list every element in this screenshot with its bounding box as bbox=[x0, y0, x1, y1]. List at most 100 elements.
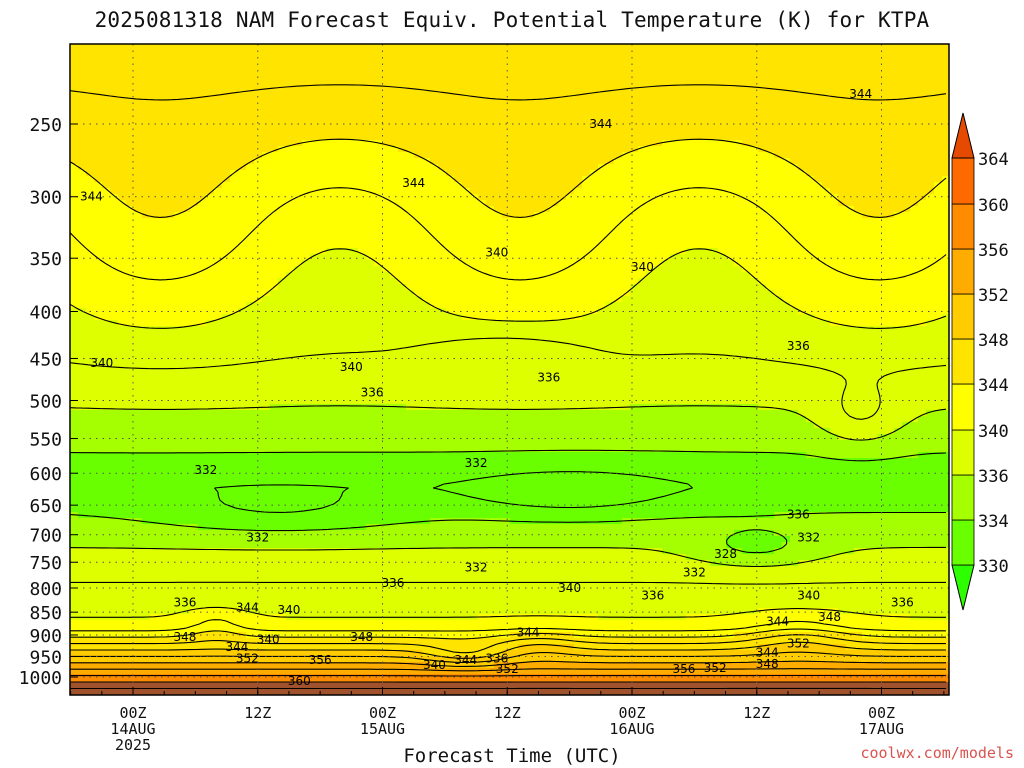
x-tick-label: 00Z bbox=[868, 704, 895, 722]
colorbar-label: 334 bbox=[978, 512, 1009, 532]
contour-label: 340 bbox=[423, 658, 446, 672]
contour-label: 336 bbox=[174, 596, 197, 610]
contour-336 bbox=[70, 405, 947, 568]
colorbar-label: 360 bbox=[978, 196, 1009, 216]
contour-label: 352 bbox=[704, 661, 727, 675]
y-axis: 2503003504004505005506006507007508008509… bbox=[19, 115, 78, 689]
colorbar-arrow-low bbox=[951, 564, 975, 611]
contour-label: 340 bbox=[797, 588, 820, 602]
colorbar-label: 330 bbox=[978, 557, 1009, 577]
contour-label: 360 bbox=[288, 674, 311, 688]
colorbar-segment bbox=[951, 338, 975, 385]
y-tick-label: 800 bbox=[29, 579, 62, 600]
y-tick-label: 450 bbox=[29, 349, 62, 370]
contour-label: 328 bbox=[714, 547, 737, 561]
contour-label: 332 bbox=[465, 456, 488, 470]
colorbar-segment bbox=[951, 293, 975, 340]
contour-348 bbox=[70, 641, 946, 659]
contour-label: 348 bbox=[818, 610, 841, 624]
contour-label: 340 bbox=[631, 260, 654, 274]
y-tick-label: 400 bbox=[29, 302, 62, 323]
y-tick-label: 250 bbox=[29, 115, 62, 136]
colorbar-label: 344 bbox=[978, 376, 1009, 396]
contour-label: 336 bbox=[485, 652, 508, 666]
contour-356 bbox=[70, 674, 946, 677]
x-tick-label: 00Z bbox=[618, 704, 645, 722]
colorbar-label: 348 bbox=[978, 331, 1009, 351]
contour-label: 344 bbox=[849, 87, 872, 101]
contour-338 bbox=[70, 337, 947, 585]
contour-label: 332 bbox=[683, 566, 706, 580]
contour-label: 352 bbox=[787, 637, 810, 651]
colorbar-arrow-high bbox=[951, 112, 975, 159]
grid-lines bbox=[70, 44, 949, 695]
contour-label: 332 bbox=[194, 463, 217, 477]
x-tick-label: 2025 bbox=[115, 736, 151, 754]
contour-label: 344 bbox=[226, 640, 249, 654]
y-tick-label: 600 bbox=[29, 464, 62, 485]
colorbar-segment bbox=[951, 248, 975, 295]
contour-label: 344 bbox=[766, 614, 789, 628]
contour-label: 332 bbox=[465, 561, 488, 575]
contour-label: 336 bbox=[537, 371, 560, 385]
contour-label: 352 bbox=[236, 652, 259, 666]
contour-label: 340 bbox=[90, 356, 113, 370]
contour-label: 336 bbox=[787, 339, 810, 353]
x-tick-label: 12Z bbox=[244, 704, 271, 722]
contour-label: 344 bbox=[589, 117, 612, 131]
y-tick-label: 1000 bbox=[19, 668, 62, 689]
x-tick-label: 14AUG bbox=[110, 720, 155, 738]
contour-label: 336 bbox=[641, 588, 664, 602]
x-tick-label: 12Z bbox=[494, 704, 521, 722]
x-tick-label: 00Z bbox=[119, 704, 146, 722]
contour-label: 336 bbox=[787, 507, 810, 521]
colorbar-segment bbox=[951, 203, 975, 250]
x-axis-title: Forecast Time (UTC) bbox=[403, 745, 621, 767]
contour-label: 348 bbox=[350, 630, 373, 644]
credit-text: coolwx.com/models bbox=[860, 744, 1014, 762]
colorbar-label: 356 bbox=[978, 241, 1009, 261]
chart-title: 2025081318 NAM Forecast Equiv. Potential… bbox=[94, 8, 930, 32]
contour-label: 336 bbox=[891, 596, 914, 610]
contour-label: 340 bbox=[340, 360, 363, 374]
y-tick-label: 350 bbox=[29, 249, 62, 270]
y-tick-label: 700 bbox=[29, 526, 62, 547]
contour-label: 356 bbox=[673, 662, 696, 676]
colorbar-label: 364 bbox=[978, 150, 1009, 170]
x-tick-label: 15AUG bbox=[360, 720, 405, 738]
y-tick-label: 650 bbox=[29, 496, 62, 517]
contour-label: 332 bbox=[246, 531, 269, 545]
x-tick-label: 16AUG bbox=[609, 720, 654, 738]
contour-label: 336 bbox=[361, 385, 384, 399]
colorbar: 330 334 336 340 344 348 352 356 360 364 bbox=[951, 112, 1009, 611]
y-tick-label: 900 bbox=[29, 626, 62, 647]
colorbar-segment bbox=[951, 474, 975, 521]
contour-332 bbox=[214, 471, 693, 513]
contour-label: 332 bbox=[797, 531, 820, 545]
colorbar-segment bbox=[951, 429, 975, 476]
y-tick-label: 550 bbox=[29, 430, 62, 451]
x-tick-label: 17AUG bbox=[859, 720, 904, 738]
contour-label: 344 bbox=[756, 645, 779, 659]
contour-label: 348 bbox=[174, 630, 197, 644]
x-tick-label: 00Z bbox=[369, 704, 396, 722]
contour-label: 340 bbox=[257, 632, 280, 646]
contour-label: 344 bbox=[80, 190, 103, 204]
colorbar-segment bbox=[951, 157, 975, 205]
colorbar-label: 340 bbox=[978, 422, 1009, 442]
contour-label: 336 bbox=[381, 576, 404, 590]
contour-label: 356 bbox=[309, 653, 332, 667]
contour-labels: 344 344 344 344 340 340 340 340 336 336 336 332 332 3… bbox=[80, 87, 914, 688]
contour-lines bbox=[70, 84, 947, 690]
colorbar-label: 352 bbox=[978, 286, 1009, 306]
colorbar-segment bbox=[951, 383, 975, 431]
contour-label: 344 bbox=[454, 653, 477, 667]
contour-346 bbox=[70, 84, 947, 654]
colorbar-segment bbox=[951, 519, 975, 566]
contour-354 bbox=[70, 668, 946, 672]
contour-352 bbox=[70, 660, 946, 667]
colorbar-label: 336 bbox=[978, 467, 1009, 487]
y-tick-label: 950 bbox=[29, 648, 62, 669]
